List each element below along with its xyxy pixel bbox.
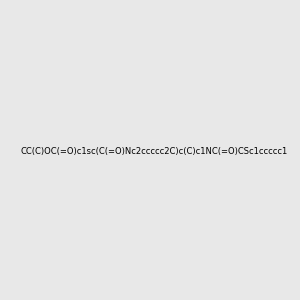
Text: CC(C)OC(=O)c1sc(C(=O)Nc2ccccc2C)c(C)c1NC(=O)CSc1ccccc1: CC(C)OC(=O)c1sc(C(=O)Nc2ccccc2C)c(C)c1NC… <box>20 147 287 156</box>
